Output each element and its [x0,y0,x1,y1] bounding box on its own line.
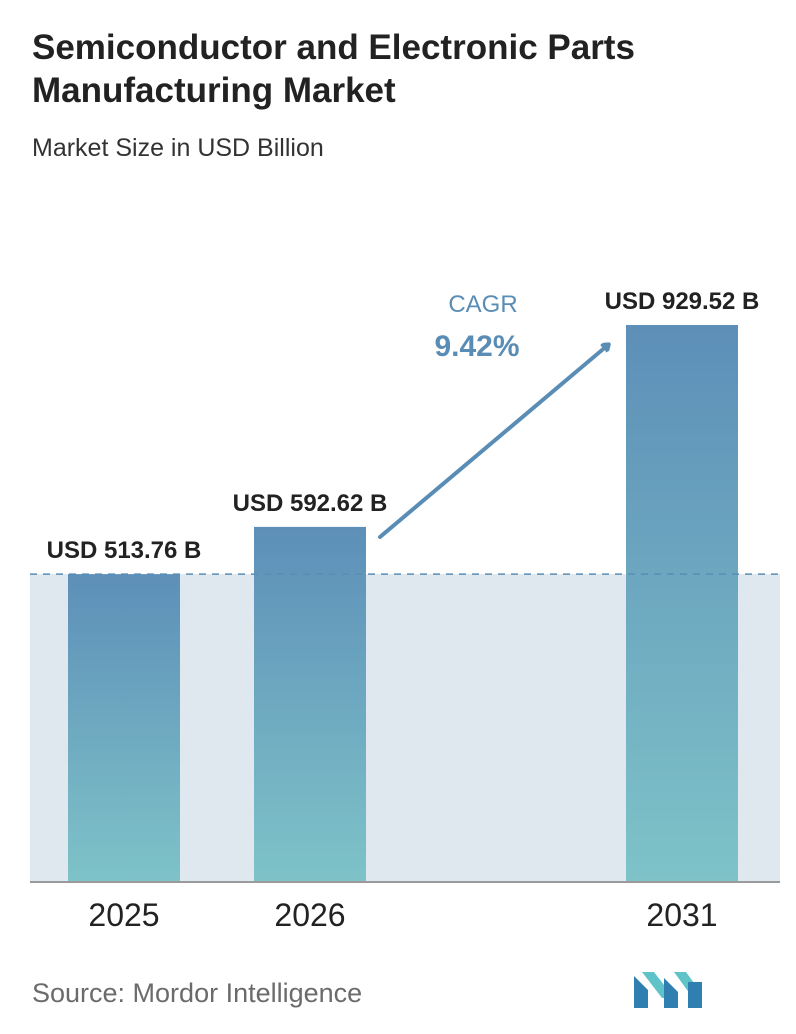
value-label-2026: USD 592.62 B [233,490,388,517]
bar-2025 [68,574,180,882]
x-tick-label-2031: 2031 [646,897,717,933]
cagr-arrow [378,345,608,539]
chart-subtitle: Market Size in USD Billion [32,134,324,162]
bar-chart: CAGR 9.42% USD 513.76 B USD 592.62 B USD 9… [30,288,780,933]
source-note: Source: Mordor Intelligence [32,978,363,1008]
chart-title: Semiconductor and Electronic Parts Manuf… [32,28,635,110]
value-label-2031: USD 929.52 B [605,288,760,315]
bar-2031 [626,325,738,882]
x-tick-label-2026: 2026 [274,897,345,933]
cagr-label: CAGR [448,291,517,318]
bar-2026 [254,526,366,882]
value-label-2025: USD 513.76 B [47,537,202,564]
x-tick-label-2025: 2025 [88,897,159,933]
mordor-intelligence-logo-icon [634,972,702,1008]
cagr-value: 9.42% [434,330,519,363]
